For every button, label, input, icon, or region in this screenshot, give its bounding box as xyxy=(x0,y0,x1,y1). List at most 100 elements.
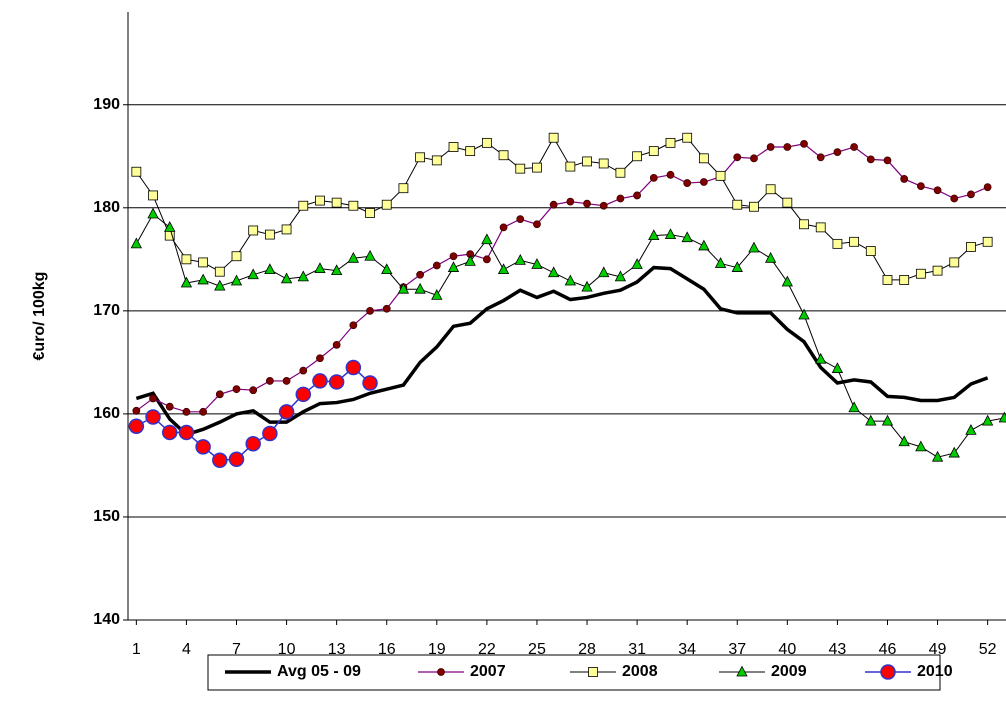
marker xyxy=(949,257,960,268)
marker xyxy=(414,282,426,294)
marker xyxy=(731,261,743,272)
x-tick-label: 19 xyxy=(428,641,446,658)
marker xyxy=(165,402,174,411)
marker xyxy=(281,224,292,235)
marker xyxy=(631,258,643,269)
marker xyxy=(682,132,693,143)
marker xyxy=(298,200,309,211)
marker xyxy=(148,190,158,201)
marker xyxy=(614,270,627,282)
marker xyxy=(128,418,145,435)
marker xyxy=(799,219,809,230)
marker xyxy=(582,156,592,167)
marker xyxy=(431,155,442,166)
marker xyxy=(931,450,944,462)
marker xyxy=(881,414,894,426)
marker xyxy=(967,190,975,199)
marker xyxy=(230,274,243,286)
marker xyxy=(531,258,543,269)
marker xyxy=(481,137,492,148)
marker xyxy=(648,229,660,241)
marker xyxy=(583,199,591,208)
marker xyxy=(199,407,208,416)
x-tick-label: 34 xyxy=(678,641,696,658)
x-tick-label: 25 xyxy=(528,641,546,658)
y-tick-label: 190 xyxy=(93,96,120,113)
y-tick-label: 180 xyxy=(93,199,120,216)
marker xyxy=(548,132,559,143)
marker xyxy=(899,275,910,285)
marker xyxy=(698,239,710,251)
marker xyxy=(295,386,312,403)
y-tick-label: 160 xyxy=(93,405,120,422)
marker xyxy=(849,236,860,247)
x-tick-label: 10 xyxy=(278,641,296,658)
marker xyxy=(482,255,491,264)
marker xyxy=(532,162,542,173)
marker xyxy=(533,220,541,229)
marker xyxy=(782,197,793,208)
marker xyxy=(581,280,593,292)
marker xyxy=(415,152,426,163)
marker xyxy=(366,306,374,315)
marker xyxy=(683,179,692,187)
marker xyxy=(497,263,510,275)
marker xyxy=(965,424,977,435)
marker xyxy=(328,374,345,390)
y-tick-label: 150 xyxy=(93,508,120,525)
marker xyxy=(212,452,228,469)
marker xyxy=(699,178,708,186)
marker xyxy=(681,231,693,243)
marker xyxy=(365,208,375,218)
marker xyxy=(565,161,576,172)
marker xyxy=(898,435,910,447)
marker xyxy=(264,263,276,275)
legend-label: 2009 xyxy=(771,663,807,680)
marker xyxy=(948,446,960,458)
marker xyxy=(598,158,609,169)
marker xyxy=(398,183,409,194)
marker xyxy=(714,257,727,268)
marker xyxy=(397,282,410,294)
marker xyxy=(182,407,191,416)
marker xyxy=(161,424,178,441)
x-tick-label: 13 xyxy=(328,641,346,658)
marker xyxy=(130,237,143,249)
marker xyxy=(297,270,309,282)
marker xyxy=(180,276,193,288)
x-tick-label: 31 xyxy=(628,641,646,658)
marker xyxy=(764,251,777,263)
marker xyxy=(981,414,994,426)
marker xyxy=(262,425,278,442)
marker xyxy=(381,263,393,275)
marker xyxy=(282,377,291,385)
series-line xyxy=(135,265,989,437)
marker xyxy=(164,221,176,232)
marker xyxy=(915,440,927,452)
y-tick-label: 170 xyxy=(93,302,120,319)
x-tick-label: 43 xyxy=(829,641,847,658)
marker xyxy=(588,667,598,677)
marker xyxy=(197,273,209,285)
marker xyxy=(815,352,827,364)
marker xyxy=(437,668,445,676)
marker xyxy=(832,238,843,249)
marker xyxy=(915,268,926,279)
legend-label: Avg 05 - 09 xyxy=(277,663,361,680)
marker xyxy=(215,390,224,399)
marker xyxy=(950,194,959,203)
x-tick-label: 28 xyxy=(578,641,596,658)
marker xyxy=(733,153,742,162)
marker xyxy=(345,359,362,376)
x-tick-label: 4 xyxy=(182,641,191,658)
marker xyxy=(249,386,258,395)
marker xyxy=(900,175,909,183)
marker xyxy=(431,289,443,300)
marker xyxy=(381,199,392,210)
marker xyxy=(750,154,758,163)
x-tick-label: 16 xyxy=(378,641,396,658)
marker xyxy=(145,409,161,425)
marker xyxy=(447,261,460,272)
marker xyxy=(382,304,391,313)
